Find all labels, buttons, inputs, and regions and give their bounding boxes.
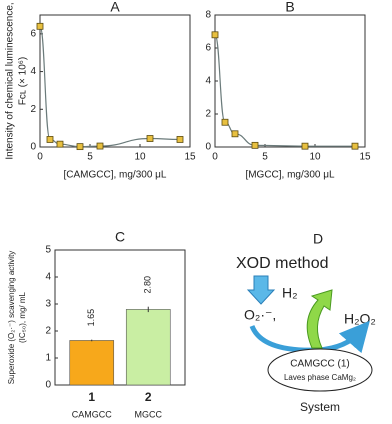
data-point [301, 142, 309, 150]
data-point [351, 142, 359, 150]
panel-title: D [313, 231, 323, 247]
y-tick-label: 2 [205, 109, 211, 120]
x-tick-label: 5 [87, 152, 93, 163]
bar [69, 340, 115, 386]
x-tick-label: 1 [88, 390, 95, 404]
y-tick-label: 8 [205, 10, 211, 21]
x-tick-label: 0 [37, 152, 43, 163]
method-label: XOD method [236, 255, 328, 272]
y-tick-label: 4 [205, 76, 211, 87]
system-label: System [300, 400, 340, 414]
x-tick-label: 15 [184, 152, 196, 163]
value-label: 2.80 [143, 276, 153, 294]
phase-label: Laves phase CaMg₂ [284, 373, 356, 382]
data-point [231, 130, 239, 138]
x-axis-label: [CAMGCC], mg/300 μL [63, 170, 166, 181]
down-arrow [246, 275, 276, 305]
x-tick-label: 15 [359, 152, 371, 163]
x-tick-label: 10 [134, 152, 146, 163]
panel-title: A [110, 0, 120, 15]
category-name: CAMGCC [72, 409, 112, 419]
y-tick-label: 0 [45, 380, 51, 391]
data-point [221, 118, 229, 126]
h2-label: H₂ [282, 285, 298, 301]
x-tick-label: 10 [309, 152, 321, 163]
value-label: 1.65 [86, 309, 96, 327]
radical-label: O₂·⁻, [244, 307, 276, 323]
data-point [211, 31, 219, 39]
data-point [36, 22, 44, 30]
y-tick-label: 5 [45, 245, 51, 256]
category-name: MGCC [135, 409, 163, 419]
y-axis-label: Fᴄʟ (× 10⁶) [18, 57, 29, 105]
panel-title: B [285, 0, 294, 15]
data-point [56, 140, 64, 148]
y-axis-label: Intensity of chemical luminescence, [5, 2, 16, 159]
data-point [76, 143, 84, 151]
plot-frame [54, 249, 186, 386]
system-ellipse [267, 348, 373, 392]
x-axis-label: [MGCC], mg/300 μL [245, 170, 335, 181]
y-tick-label: 1 [45, 353, 51, 364]
y-tick-label: 2 [45, 326, 51, 337]
y-tick-label: 4 [45, 272, 51, 283]
x-tick-label: 2 [145, 390, 152, 404]
y-tick-label: 4 [30, 66, 36, 77]
y-tick-label: 3 [45, 299, 51, 310]
plot-frame [39, 14, 191, 148]
plot-frame [214, 14, 366, 148]
x-tick-label: 0 [212, 152, 218, 163]
y-tick-label: 6 [30, 28, 36, 39]
y-axis-label: (IC₅₀), mg/ mL [18, 291, 27, 343]
y-tick-label: 0 [30, 142, 36, 153]
panel-title: C [115, 229, 125, 245]
data-point [96, 142, 104, 150]
green-arrow [306, 289, 333, 349]
compound-label: CAMGCC (1) [290, 359, 349, 370]
data-point [176, 136, 184, 143]
y-axis-label: Superoxide (O₂·⁻) scavenging activity [7, 251, 16, 385]
h2o2-label: H₂O₂ [344, 311, 376, 327]
data-point [46, 136, 54, 143]
bar [125, 309, 171, 386]
y-tick-label: 0 [205, 142, 211, 153]
y-tick-label: 2 [30, 104, 36, 115]
data-line [39, 25, 181, 148]
data-point [146, 135, 154, 142]
x-tick-label: 5 [262, 152, 268, 163]
data-point [251, 141, 259, 149]
y-tick-label: 6 [205, 43, 211, 54]
data-line [214, 34, 355, 147]
curve-arrow [317, 320, 370, 354]
